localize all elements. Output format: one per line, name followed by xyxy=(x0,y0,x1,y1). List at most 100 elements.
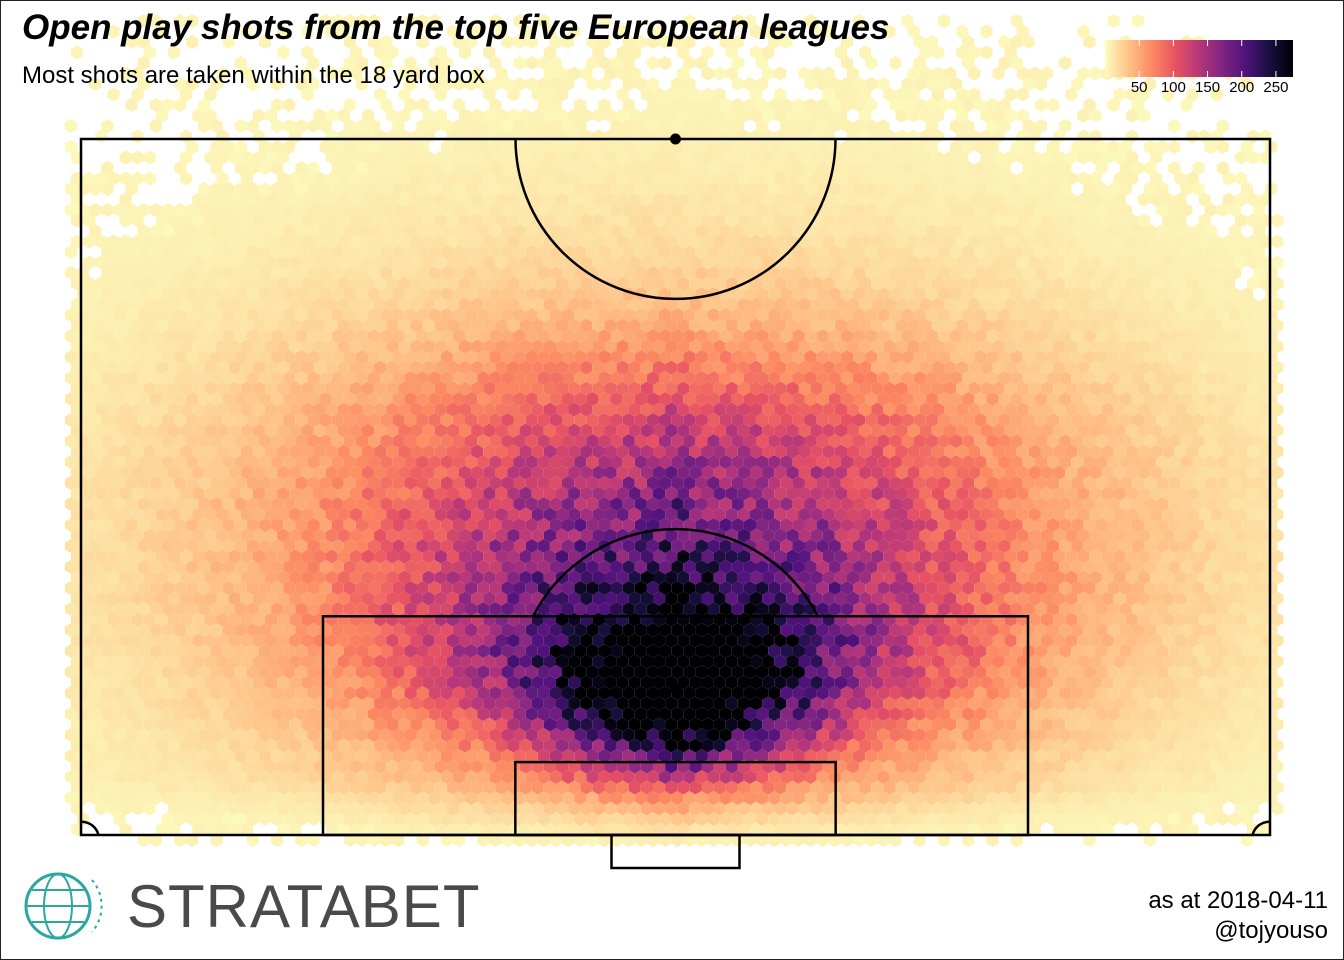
hex-bin-1476 xyxy=(653,675,666,690)
hex-bin-1063 xyxy=(495,717,508,732)
hex-bin-272 xyxy=(580,801,593,816)
hex-bin-1198 xyxy=(913,707,926,721)
hex-bin-1986 xyxy=(768,623,781,637)
hex-bin-1945 xyxy=(271,623,284,637)
hex-bin-1578 xyxy=(671,665,684,679)
hex-bin-99 xyxy=(665,822,678,837)
hex-bin-553 xyxy=(368,770,381,784)
hex-bin-996 xyxy=(889,728,902,742)
hex-bin-472 xyxy=(604,780,617,795)
hex-bin-610 xyxy=(1059,770,1072,784)
hex-bin-1062 xyxy=(483,717,496,732)
hex-bin-1722 xyxy=(1210,654,1223,669)
hex-bin-1422 xyxy=(1204,686,1217,700)
hex-bin-31 xyxy=(646,833,659,847)
hex-bin-1453 xyxy=(374,675,387,690)
hex-bin-388 xyxy=(792,791,805,805)
hex-bin-1630 xyxy=(95,654,108,669)
hex-bin-1960 xyxy=(452,623,465,637)
hex-bin-1076 xyxy=(653,717,666,732)
hex-bin-1462 xyxy=(483,675,496,690)
hex-bin-1719 xyxy=(1174,654,1187,669)
hex-bin-706 xyxy=(1016,759,1029,774)
hex-bin-1091 xyxy=(834,717,847,732)
hex-bin-1244 xyxy=(265,696,278,711)
hex-bin-1 xyxy=(149,833,162,847)
hex-bin-979 xyxy=(683,728,696,742)
hex-bin-1610 xyxy=(1059,665,1072,679)
hex-bin-33 xyxy=(671,833,684,847)
hex-bin-1813 xyxy=(1095,644,1108,658)
hex-bin-27 xyxy=(598,833,611,847)
hex-bin-1976 xyxy=(646,623,659,637)
hex-bin-49 xyxy=(865,833,878,847)
hex-bin-374 xyxy=(622,791,635,805)
hex-bin-1856 xyxy=(410,633,423,648)
hex-bin-2038 xyxy=(192,612,205,627)
hex-bin-777 xyxy=(659,749,672,763)
hex-bin-639 xyxy=(204,759,217,774)
hex-bin-805 xyxy=(998,749,1011,763)
hex-bin-1515 xyxy=(1125,675,1138,690)
hex-bin-1614 xyxy=(1107,665,1120,679)
hex-bin-455 xyxy=(398,780,411,795)
hex-bin-1967 xyxy=(537,623,550,637)
hex-bin-784 xyxy=(743,749,756,763)
hex-bin-1783 xyxy=(731,644,744,658)
hex-bin-817 xyxy=(1144,749,1157,763)
hex-bin-1826 xyxy=(1253,644,1266,658)
hex-bin-1341 xyxy=(222,686,235,700)
hex-bin-1002 xyxy=(962,728,975,742)
hex-bin-725 xyxy=(1247,759,1260,774)
hex-bin-1458 xyxy=(434,675,447,690)
hex-bin-1025 xyxy=(1241,728,1254,742)
hex-bin-242 xyxy=(216,801,229,816)
hex-bin-840 xyxy=(216,738,229,753)
hex-bin-1768 xyxy=(549,644,562,658)
hex-bin-713 xyxy=(1101,759,1114,774)
hex-bin-451 xyxy=(349,780,362,795)
hex-bin-1852 xyxy=(362,633,375,648)
hex-bin-1485 xyxy=(762,675,775,690)
hex-bin-1217 xyxy=(1144,707,1157,721)
hex-bin-179 xyxy=(598,812,611,826)
hex-bin-1009 xyxy=(1047,728,1060,742)
hex-bin-1219 xyxy=(1168,707,1181,721)
hex-bin-1353 xyxy=(368,686,381,700)
hex-bin-1215 xyxy=(1119,707,1132,721)
hex-bin-1449 xyxy=(325,675,338,690)
hex-bin-1307 xyxy=(1028,696,1041,711)
hex-bin-1656 xyxy=(410,654,423,669)
hex-bin-322 xyxy=(1186,801,1199,816)
hex-bin-1636 xyxy=(168,654,181,669)
hex-bin-1981 xyxy=(707,623,720,637)
hex-bin-120 xyxy=(919,822,932,837)
hex-bin-132 xyxy=(1077,822,1090,837)
hex-bin-889 xyxy=(810,738,823,753)
hex-bin-1924 xyxy=(1234,633,1248,648)
hex-bin-966 xyxy=(525,728,538,742)
hex-bin-721 xyxy=(1198,759,1211,774)
hex-bin-207 xyxy=(937,812,950,826)
hex-bin-496 xyxy=(895,780,908,795)
hex-bin-863 xyxy=(495,738,508,753)
hex-bin-624 xyxy=(1228,770,1241,784)
hex-bin-2020 xyxy=(1180,623,1193,637)
hex-bin-1503 xyxy=(980,675,993,690)
hex-bin-1172 xyxy=(598,707,611,721)
hex-bin-1857 xyxy=(422,633,435,648)
hex-bin-1740 xyxy=(210,644,223,658)
hex-bin-1402 xyxy=(962,686,975,700)
hex-bin-656 xyxy=(410,759,423,774)
hex-bin-439 xyxy=(204,780,217,795)
hex-bin-711 xyxy=(1077,759,1090,774)
hex-bin-965 xyxy=(513,728,526,742)
hex-bin-1676 xyxy=(653,654,666,669)
hex-bin-978 xyxy=(671,728,684,742)
hex-bin-386 xyxy=(768,791,781,805)
hex-bin-822 xyxy=(1204,749,1217,763)
hex-bin-1872 xyxy=(604,633,617,648)
hex-bin-484 xyxy=(750,780,763,795)
hex-bin-793 xyxy=(853,749,866,763)
hex-bin-609 xyxy=(1047,770,1060,784)
